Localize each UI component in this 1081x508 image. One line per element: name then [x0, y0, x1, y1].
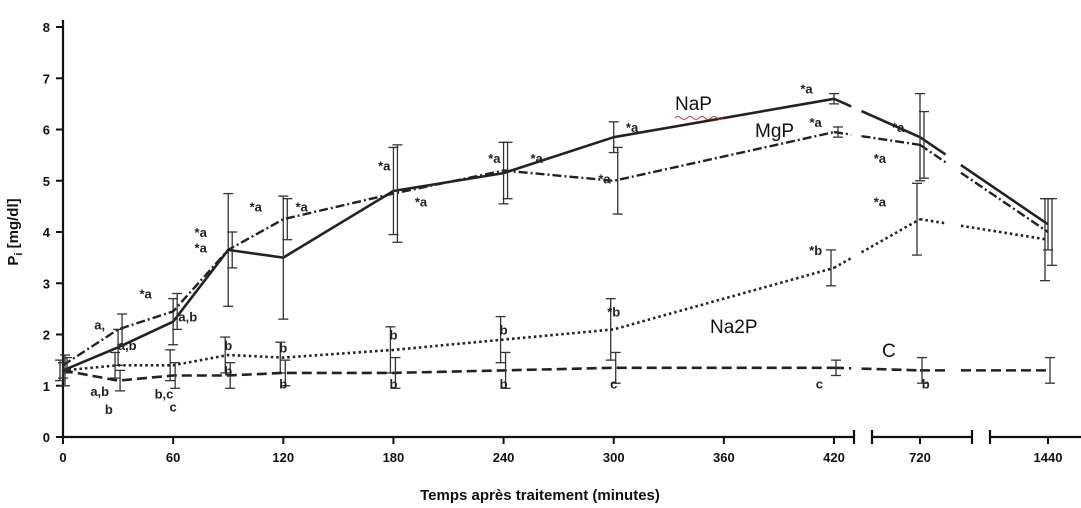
annotation-label: *a	[295, 200, 308, 215]
annotation-label: b,c	[155, 387, 174, 402]
annotation-label: c	[816, 376, 823, 391]
axes-group: 0 1 2 3 4 5 6 7 8 0 60 120 180 240 300 360 420 720 1440	[43, 20, 1081, 465]
annotation-label: *b	[809, 243, 822, 258]
y-tick-label: 8	[43, 20, 50, 35]
series-bridge-na2p	[919, 217, 946, 225]
annotation-label: *a	[809, 115, 822, 130]
x-tick-label: 180	[383, 450, 405, 465]
x-tick-label: 1440	[1034, 450, 1063, 465]
annotation-label: b	[224, 338, 232, 353]
annotation-label: a,	[94, 317, 105, 332]
series-bridge-nap	[860, 109, 921, 139]
series-c	[60, 351, 1055, 392]
series-bridge-c	[833, 366, 852, 370]
series-bridge-nap	[833, 97, 852, 108]
spellcheck-underline	[674, 116, 724, 120]
x-tick-label: 60	[166, 450, 180, 465]
y-axis-label-sub: i	[13, 253, 25, 256]
series-mgp	[62, 110, 1057, 374]
series-bridge-na2p	[860, 218, 921, 254]
x-tick-label: 360	[713, 450, 735, 465]
x-tick-label: 300	[603, 450, 625, 465]
x-tick-label: 240	[493, 450, 515, 465]
annotation-label: b	[279, 340, 287, 355]
annotation-label: c	[610, 376, 617, 391]
series-label-nap: NaP	[675, 94, 712, 115]
y-tick-label: 0	[43, 430, 50, 445]
y-tick-label: 5	[43, 174, 50, 189]
series-bridge-mgp	[960, 171, 1049, 233]
annotation-label: *a	[598, 171, 611, 186]
annotation-label: b	[105, 402, 113, 417]
annotation-label: a,b	[178, 310, 197, 325]
y-axis-label: Pi [mg/dl]	[5, 198, 25, 265]
marks-group	[55, 92, 1057, 392]
annotation-label: *a	[195, 225, 208, 240]
y-axis-label-rest: [mg/dl]	[5, 198, 22, 252]
annotation-label: *a	[488, 151, 501, 166]
annotation-label: *a	[530, 151, 543, 166]
y-tick-label: 4	[43, 225, 51, 240]
annotation-label: *a	[195, 241, 208, 256]
annotation-label: *a	[415, 194, 428, 209]
annotation-label: b	[500, 376, 508, 391]
y-axis-label-main: P	[5, 256, 22, 266]
annotation-label: *a	[892, 120, 905, 135]
series-nap	[58, 92, 1053, 379]
series-bridge-na2p	[960, 224, 1049, 241]
annotation-label: *a	[378, 159, 391, 174]
y-tick-label: 3	[43, 276, 50, 291]
series-label-na2p: Na2P	[710, 317, 758, 338]
annotation-label: b	[922, 376, 930, 391]
annotation-label: *a	[800, 82, 813, 97]
annotation-label: b	[389, 328, 397, 343]
annotation-label: b	[279, 376, 287, 391]
annotation-label: b	[224, 364, 232, 379]
annotation-label: b	[500, 323, 508, 338]
annotation-label: c	[170, 399, 177, 414]
x-tick-label: 720	[909, 450, 931, 465]
annotation-label: *a	[626, 120, 639, 135]
annotation-label: *b	[607, 305, 620, 320]
y-tick-label: 1	[43, 379, 50, 394]
annotation-label: *a	[139, 287, 152, 302]
series-label-c: C	[882, 341, 896, 362]
annotation-label: a,b	[118, 338, 137, 353]
series-line-c	[62, 366, 834, 382]
annotation-label: *a	[874, 194, 887, 209]
y-tick-label: 2	[43, 328, 50, 343]
series-bridge-nap	[960, 163, 1049, 226]
series-bridge-mgp	[861, 134, 921, 147]
annotation-label: *a	[250, 200, 263, 215]
annotation-label: b	[389, 376, 397, 391]
series-label-mgp: MgP	[755, 121, 794, 142]
x-tick-label: 120	[272, 450, 294, 465]
x-tick-label: 0	[59, 450, 66, 465]
annotation-label: *a	[874, 151, 887, 166]
x-axis-label: Temps après traitement (minutes)	[420, 487, 660, 504]
y-tick-label: 6	[43, 123, 50, 138]
series-bridge-na2p	[833, 257, 852, 270]
series-bridge-c	[861, 367, 921, 372]
y-tick-label: 7	[43, 71, 50, 86]
series-bridge-mgp	[833, 130, 852, 136]
series-line-mgp	[62, 130, 835, 367]
annotation-label: a,b	[90, 384, 109, 399]
x-tick-label: 420	[823, 450, 845, 465]
